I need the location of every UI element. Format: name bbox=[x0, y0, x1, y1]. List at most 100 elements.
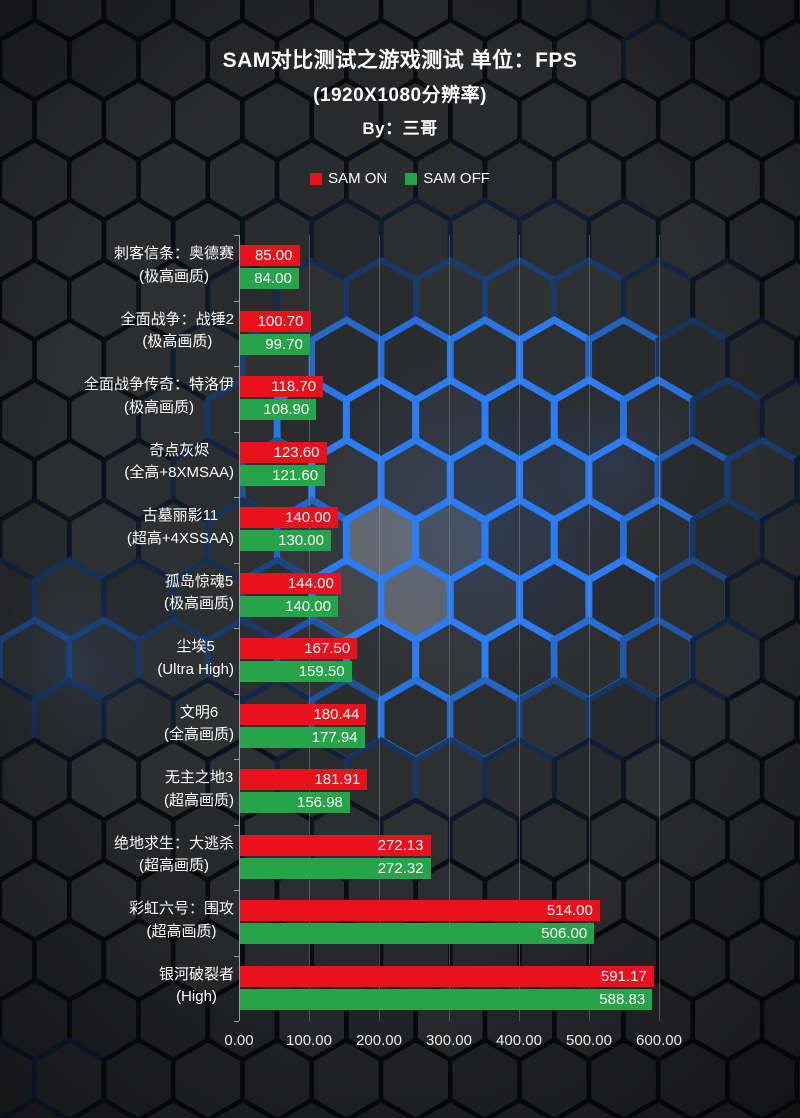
bar-sam-on: 118.70 bbox=[240, 376, 324, 397]
y-axis-tick bbox=[234, 693, 239, 695]
category-setting: (超高画质) bbox=[138, 857, 209, 874]
bar-value-sam-off: 177.94 bbox=[311, 728, 358, 746]
bar-sam-off: 588.83 bbox=[240, 988, 653, 1010]
x-axis-tick-label: 400.00 bbox=[496, 1032, 542, 1049]
category-setting: (极高画质) bbox=[123, 398, 194, 416]
bar-value-sam-off: 84.00 bbox=[254, 270, 292, 287]
category-name: 银河破裂者 bbox=[158, 965, 234, 983]
bar-value-sam-off: 99.70 bbox=[265, 335, 303, 353]
y-axis-tick bbox=[234, 300, 239, 302]
category-label: 孤岛惊魂5 (极高画质) bbox=[164, 571, 234, 616]
category-label: 全面战争：战锤2 (极高画质) bbox=[121, 309, 234, 354]
bar-value-sam-on: 118.70 bbox=[271, 378, 317, 395]
bar-sam-off: 272.32 bbox=[240, 857, 431, 879]
x-axis-tick-label: 300.00 bbox=[426, 1032, 472, 1049]
hexagon-tile bbox=[345, 1097, 417, 1118]
legend-swatch-sam-off bbox=[405, 172, 418, 185]
hexagon-tile bbox=[0, 1097, 71, 1118]
category-name: 彩虹六号：围攻 bbox=[128, 900, 234, 917]
y-axis-tick bbox=[234, 955, 239, 957]
bar-value-sam-on: 180.44 bbox=[313, 705, 360, 723]
hexagon-tile bbox=[794, 1055, 800, 1105]
chart-byline: By：三哥 bbox=[362, 119, 438, 138]
y-axis-line bbox=[239, 235, 240, 1021]
bar-value-sam-off: 121.60 bbox=[272, 466, 319, 484]
hexagon-tile bbox=[414, 1097, 487, 1118]
bar-value-sam-on: 123.60 bbox=[273, 443, 320, 461]
gridline bbox=[449, 235, 450, 1021]
hexagon-tile bbox=[794, 215, 800, 265]
bar-sam-off: 156.98 bbox=[240, 792, 350, 813]
bar-sam-on: 180.44 bbox=[240, 703, 367, 725]
bar-value-sam-on: 144.00 bbox=[287, 574, 334, 592]
chart-title: SAM对比测试之游戏测试 单位：FPS bbox=[222, 49, 578, 72]
y-axis-tick bbox=[234, 366, 239, 367]
gridline bbox=[379, 235, 380, 1021]
bar-value-sam-on: 591.17 bbox=[600, 967, 647, 985]
hexagon-tile bbox=[794, 815, 800, 865]
x-axis-tick-label: 600.00 bbox=[636, 1032, 682, 1049]
category-name: 刺客信条：奥德赛 bbox=[113, 245, 234, 262]
bar-value-sam-off: 108.90 bbox=[263, 401, 310, 418]
category-label: 银河破裂者 (High) bbox=[159, 964, 234, 1009]
legend-label-sam-off: SAM OFF bbox=[423, 170, 490, 187]
hexagon-tile bbox=[794, 335, 800, 385]
bar-value-sam-on: 167.50 bbox=[304, 640, 351, 657]
hexagon-tile bbox=[622, 1097, 694, 1118]
bar-sam-on: 167.50 bbox=[240, 638, 358, 659]
bar-sam-on: 591.17 bbox=[240, 965, 654, 987]
gridline bbox=[589, 235, 590, 1021]
bar-sam-off: 84.00 bbox=[240, 268, 299, 289]
x-axis-tick-label: 0.00 bbox=[224, 1032, 254, 1049]
category-setting: (Ultra High) bbox=[157, 660, 234, 678]
category-name: 绝地求生：大逃杀 bbox=[113, 834, 234, 852]
category-setting: (全高画质) bbox=[164, 726, 234, 743]
category-name: 无主之地3 bbox=[164, 769, 234, 786]
x-axis-tick-label: 200.00 bbox=[356, 1032, 402, 1049]
category-setting: (超高画质) bbox=[146, 922, 217, 940]
bar-sam-on: 100.70 bbox=[240, 310, 311, 332]
legend-item-sam-on: SAM ON bbox=[310, 170, 387, 187]
y-axis-tick bbox=[234, 824, 239, 826]
hexagon-tile bbox=[0, 0, 37, 43]
bar-sam-on: 272.13 bbox=[240, 834, 431, 856]
bar-sam-off: 159.50 bbox=[240, 661, 352, 682]
bar-sam-off: 140.00 bbox=[240, 595, 338, 617]
bar-value-sam-on: 272.13 bbox=[377, 836, 424, 854]
y-axis-tick bbox=[234, 628, 239, 629]
legend-swatch-sam-on bbox=[310, 172, 323, 185]
hexagon-tile bbox=[794, 0, 800, 25]
y-axis-tick bbox=[234, 562, 239, 564]
bar-value-sam-on: 514.00 bbox=[546, 902, 593, 919]
category-setting: (全高+8XMSAA) bbox=[124, 464, 234, 481]
y-axis-tick bbox=[234, 890, 239, 891]
legend-label-sam-on: SAM ON bbox=[328, 170, 388, 187]
category-label: 刺客信条：奥德赛 (极高画质) bbox=[114, 243, 234, 288]
bar-value-sam-off: 272.32 bbox=[377, 859, 424, 877]
hexagon-tile bbox=[137, 1097, 209, 1118]
category-name: 孤岛惊魂5 bbox=[164, 572, 234, 590]
category-name: 文明6 bbox=[179, 703, 219, 721]
category-label: 古墓丽影11 (超高+4XSSAA) bbox=[127, 505, 234, 550]
category-name: 古墓丽影11 bbox=[142, 507, 219, 524]
bar-value-sam-on: 100.70 bbox=[257, 312, 304, 330]
y-axis-tick bbox=[234, 431, 239, 433]
hexagon-tile bbox=[276, 1097, 348, 1118]
hexagon-tile bbox=[794, 455, 800, 505]
hexagon-tile bbox=[761, 1097, 800, 1118]
hexagon-tile bbox=[794, 575, 800, 625]
chart-subtitle: (1920X1080分辨率) bbox=[313, 85, 487, 106]
y-axis-tick bbox=[234, 497, 239, 498]
hexagon-tile bbox=[794, 935, 800, 985]
category-name: 奇点灰烬 bbox=[149, 441, 210, 459]
category-setting: (超高画质) bbox=[164, 791, 234, 809]
category-label: 全面战争传奇：特洛伊 (极高画质) bbox=[84, 374, 234, 419]
hexagon-tile bbox=[794, 95, 800, 145]
y-axis-tick bbox=[234, 1021, 239, 1022]
category-setting: (极高画质) bbox=[142, 333, 213, 350]
hexagon-tile bbox=[483, 1097, 556, 1118]
category-setting: (极高画质) bbox=[164, 595, 234, 612]
category-name: 尘埃5 bbox=[176, 638, 215, 655]
